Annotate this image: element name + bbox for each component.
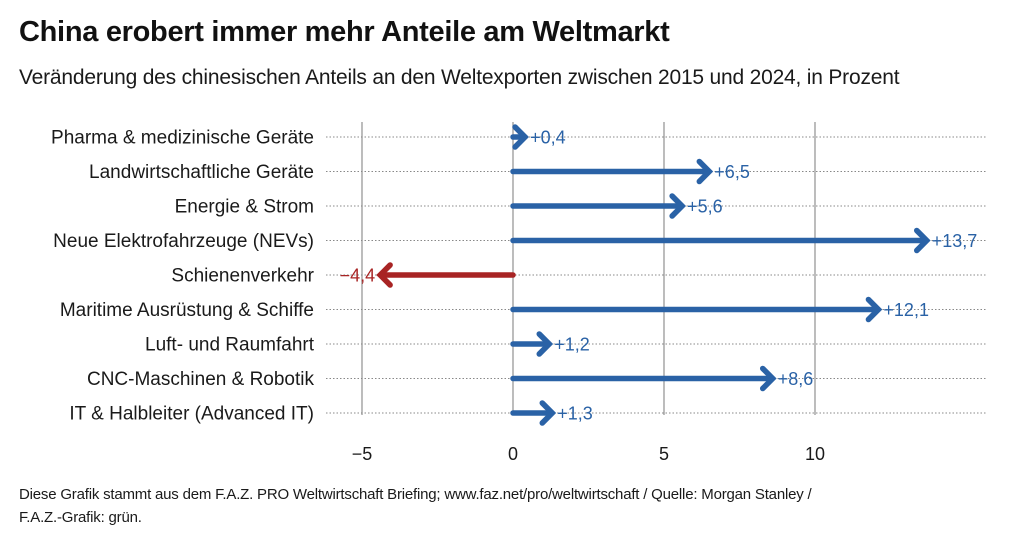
x-tick-label: 10: [805, 444, 825, 464]
category-label: Luft- und Raumfahrt: [145, 335, 315, 356]
arrow-bar-chart: Pharma & medizinische Geräte Landwirtscha…: [51, 122, 986, 464]
category-label: CNC-Maschinen & Robotik: [87, 369, 315, 390]
value-label: −4,4: [340, 266, 376, 286]
category-label: Landwirtschaftliche Geräte: [89, 162, 314, 183]
bar-layer: +0,4 +6,5 +5,6 +13,7 −4,4 +12,1 +1,2 +8,6 +1,3: [340, 124, 978, 426]
value-label: +0,4: [530, 128, 566, 148]
x-tick-label: 0: [508, 444, 518, 464]
value-label: +6,5: [714, 162, 750, 182]
x-tick-label: 5: [659, 444, 669, 464]
value-label: +12,1: [883, 300, 929, 320]
value-label: +1,2: [554, 335, 590, 355]
value-label: +5,6: [687, 197, 723, 217]
arrow-head-right: [759, 365, 777, 392]
category-label: Neue Elektrofahrzeuge (NEVs): [53, 231, 314, 252]
category-label: Pharma & medizinische Geräte: [51, 128, 314, 149]
arrow-head-right: [536, 331, 554, 357]
category-label: Schienenverkehr: [171, 266, 314, 287]
arrow-head-right: [696, 158, 714, 185]
value-label: +13,7: [932, 231, 978, 251]
x-tick-label: −5: [352, 444, 373, 464]
tick-layer: −5 0 5 10: [352, 444, 825, 464]
category-label: Energie & Strom: [175, 197, 314, 218]
footer-source: Diese Grafik stammt aus dem F.A.Z. PRO W…: [19, 483, 1009, 529]
arrow-head-right: [865, 296, 883, 323]
arrow-head-right: [669, 193, 687, 219]
value-label: +1,3: [557, 404, 593, 424]
arrow-head-right: [913, 227, 931, 254]
arrow-head-left: [376, 262, 393, 288]
chart-subtitle: Veränderung des chinesischen Anteils an …: [19, 66, 900, 89]
value-label: +8,6: [778, 369, 814, 389]
category-label: Maritime Ausrüstung & Schiffe: [60, 300, 314, 321]
footer-line-1: Diese Grafik stammt aus dem F.A.Z. PRO W…: [19, 486, 812, 503]
arrow-head-right: [539, 400, 557, 426]
footer-line-2: F.A.Z.-Grafik: grün.: [19, 509, 142, 526]
category-label: IT & Halbleiter (Advanced IT): [69, 404, 314, 425]
arrow-head-right: [512, 124, 529, 150]
chart-title: China erobert immer mehr Anteile am Welt…: [19, 16, 670, 48]
